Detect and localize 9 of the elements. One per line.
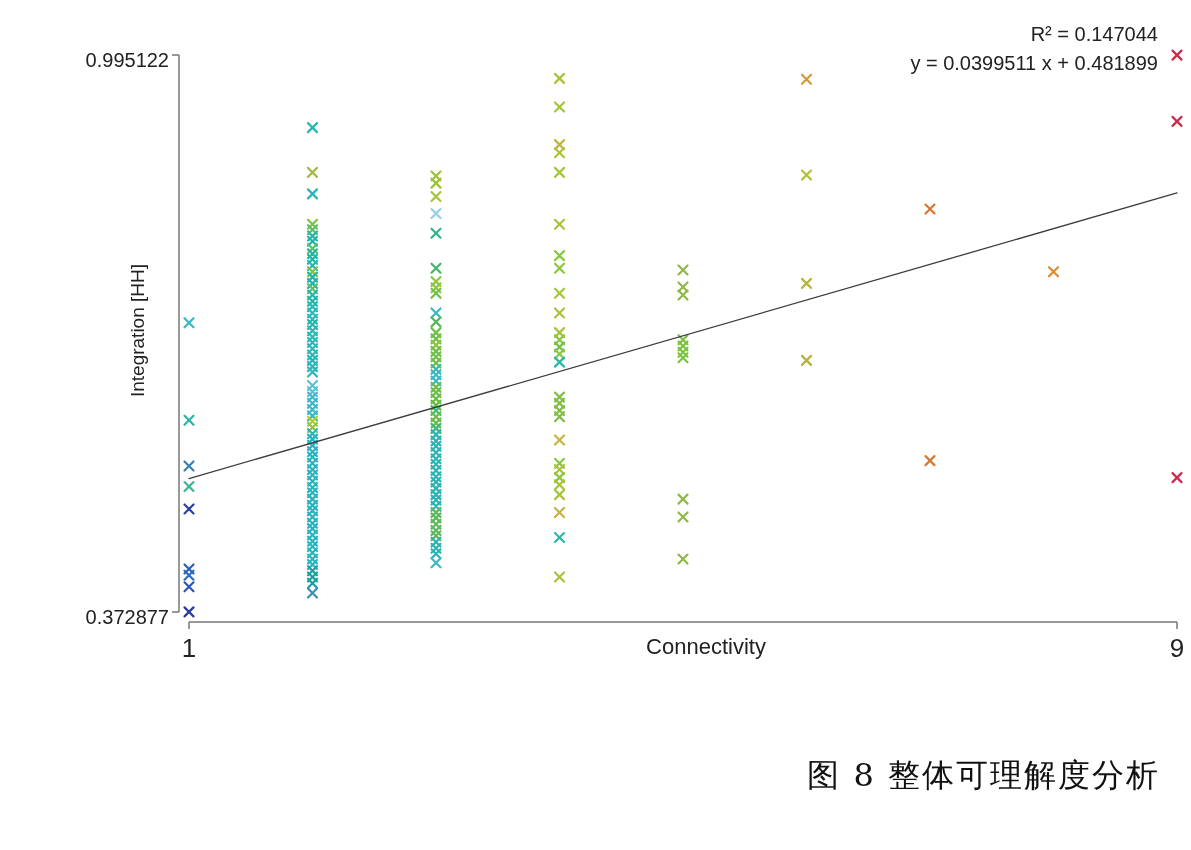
x-tick-label: 1 (181, 633, 197, 663)
xlabel: Connectivity (646, 633, 766, 659)
x-tick-label: 9 (1169, 633, 1185, 663)
annotation: R² = 0.147044 (1030, 23, 1158, 45)
ylabel: Integration [HH] (126, 263, 148, 398)
caption: 图 8 整体可理解度分析 (807, 756, 1160, 794)
annotation: y = 0.0399511 x + 0.481899 (910, 52, 1158, 74)
y-tick-label: 0.995122 (85, 49, 169, 71)
y-tick-label: 0.372877 (85, 606, 169, 628)
